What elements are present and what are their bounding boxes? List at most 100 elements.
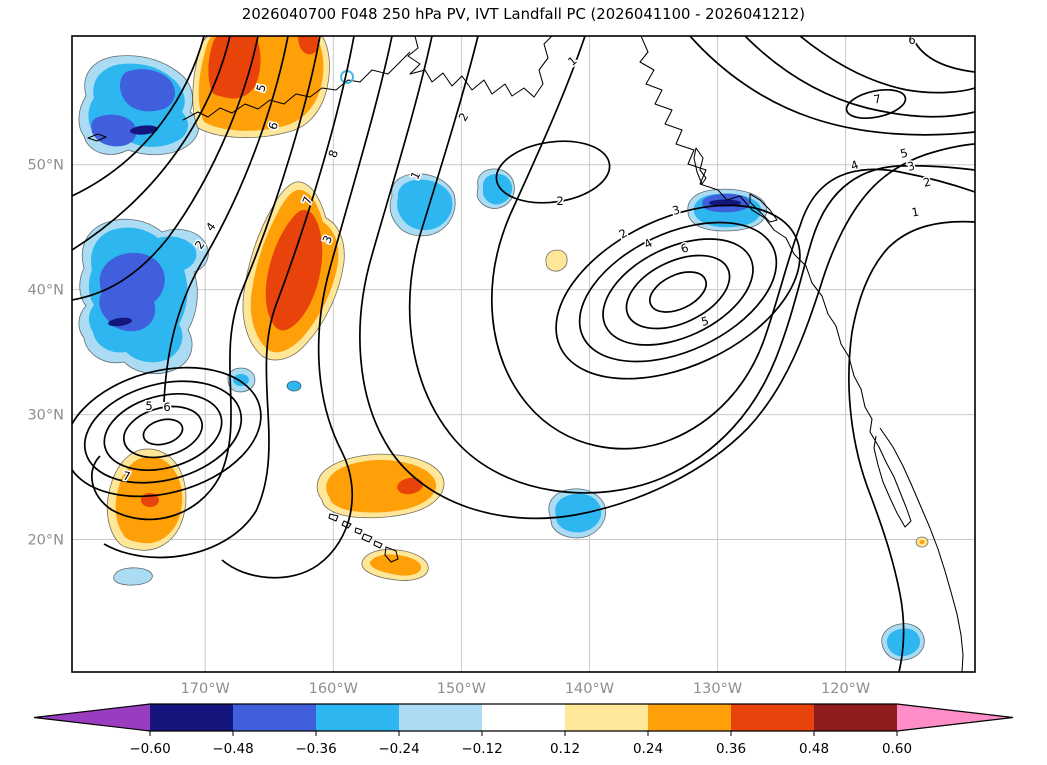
- contour-line: [625, 254, 731, 330]
- lat-tick-label: 50°N: [27, 158, 64, 174]
- colorbar-tick-label: −0.12: [461, 741, 502, 757]
- shading-region: [397, 179, 453, 231]
- colorbar-tick-label: 0.24: [633, 741, 663, 757]
- lon-tick-label: 130°W: [693, 681, 742, 697]
- contour-line: [578, 221, 778, 363]
- contour-label: 2: [616, 226, 629, 242]
- colorbar-segment: [399, 704, 483, 731]
- contour-label: 2: [556, 194, 563, 208]
- colorbar-segment: [150, 704, 234, 731]
- lon-tick-label: 120°W: [821, 681, 870, 697]
- contour-line: [221, 36, 393, 579]
- shading-region: [120, 69, 175, 112]
- contour-line: [491, 36, 975, 450]
- coastline: [373, 540, 383, 549]
- shading-region: [545, 249, 568, 272]
- lon-tick-label: 160°W: [309, 681, 358, 697]
- shading-region: [99, 252, 165, 332]
- lon-tick-label: 140°W: [565, 681, 614, 697]
- lat-tick-label: 20°N: [27, 533, 64, 549]
- contour-line: [72, 36, 259, 301]
- contour-line: [103, 36, 355, 559]
- contour-line: [72, 366, 262, 498]
- colorbar-segment: [316, 704, 400, 731]
- shading-region: [286, 380, 302, 392]
- chart-title: 2026040700 F048 250 hPa PV, IVT Landfall…: [241, 6, 806, 23]
- shading-region: [130, 125, 158, 135]
- colorbar-segment: [565, 704, 649, 731]
- shading-region: [113, 567, 153, 586]
- colorbar-segment: [233, 704, 317, 731]
- contour-line: [83, 380, 243, 484]
- contour-line: [72, 36, 231, 251]
- lat-tick-label: 30°N: [27, 408, 64, 424]
- colorbar-tick-label: −0.48: [212, 741, 253, 757]
- contour-line: [123, 405, 203, 459]
- shading-region: [397, 477, 423, 495]
- contour-line: [408, 36, 975, 494]
- contour-label: 6: [163, 400, 170, 414]
- colorbar-extend-right: [897, 704, 1013, 731]
- coastline: [328, 513, 339, 522]
- contour-line: [163, 36, 289, 403]
- contour-label: 4: [849, 157, 861, 173]
- shading-region: [555, 493, 602, 533]
- contour-label: 2: [922, 174, 933, 189]
- shading-region: [233, 374, 249, 386]
- contour-line: [848, 220, 975, 672]
- contour-label: 2: [456, 110, 472, 123]
- colorbar-tick-label: −0.36: [295, 741, 336, 757]
- coastline: [407, 36, 553, 98]
- contour-line: [845, 88, 907, 120]
- contour-line: [602, 238, 754, 346]
- colorbar-segment: [731, 704, 815, 731]
- coastline: [87, 133, 107, 142]
- contour-label: 6: [679, 240, 691, 256]
- map-frame: [71, 35, 976, 673]
- colorbar-segment: [648, 704, 732, 731]
- coastline: [361, 533, 373, 543]
- shading-region: [208, 36, 261, 99]
- colorbar-tick-label: 0.60: [882, 741, 912, 757]
- shading-region: [108, 317, 132, 327]
- coastline: [182, 51, 411, 121]
- coastline: [879, 427, 964, 672]
- shading-region: [369, 554, 422, 576]
- contour-line: [744, 36, 975, 118]
- colorbar-tick-label: −0.24: [378, 741, 419, 757]
- colorbar-segment: [482, 704, 566, 731]
- shading-region: [265, 209, 323, 331]
- lat-tick-label: 40°N: [27, 283, 64, 299]
- contour-line: [649, 271, 707, 313]
- coastline: [384, 546, 399, 563]
- colorbar-tick-label: 0.36: [716, 741, 746, 757]
- colorbar-tick-label: 0.12: [550, 741, 580, 757]
- contour-line: [799, 36, 975, 94]
- colorbar-tick-label: 0.48: [799, 741, 829, 757]
- coastline: [639, 36, 912, 528]
- contour-line: [911, 36, 975, 73]
- colorbar-tick-label: −0.60: [129, 741, 170, 757]
- contour-label: 6: [908, 33, 915, 47]
- contour-label: 3: [906, 158, 917, 173]
- contour-line: [555, 204, 801, 380]
- contour-line: [689, 36, 975, 136]
- coastline: [354, 527, 363, 535]
- contour-label: 7: [872, 92, 882, 107]
- shading-region: [482, 173, 513, 205]
- lon-tick-label: 170°W: [181, 681, 230, 697]
- lon-tick-label: 150°W: [437, 681, 486, 697]
- contour-label: 5: [700, 313, 711, 328]
- contour-line: [495, 140, 611, 204]
- contour-line: [359, 36, 975, 520]
- contour-line: [72, 36, 205, 197]
- contour-label: 1: [910, 205, 920, 220]
- contour-line: [91, 36, 321, 521]
- contour-label: 5: [145, 399, 152, 413]
- shading-region: [919, 540, 925, 544]
- contour-line: [142, 418, 184, 446]
- coastline: [749, 193, 778, 223]
